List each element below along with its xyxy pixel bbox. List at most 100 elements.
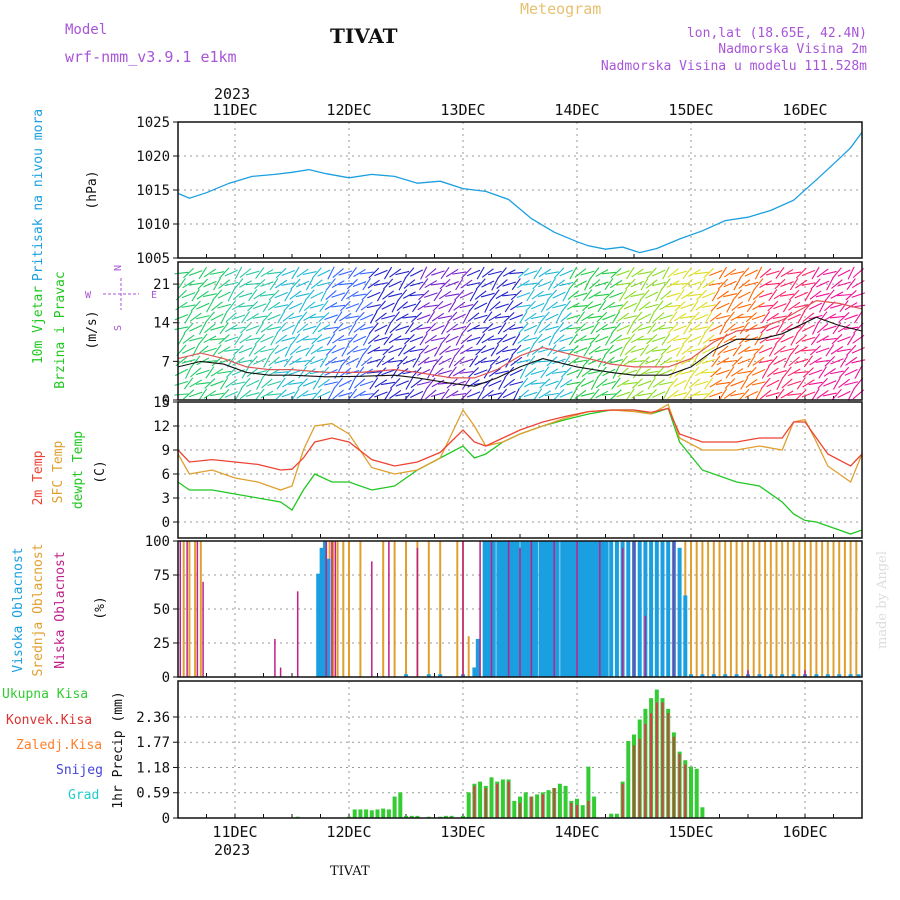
wind-barb bbox=[680, 315, 695, 319]
wind-barb bbox=[388, 347, 402, 354]
wind-barb bbox=[360, 356, 373, 367]
wind-barb bbox=[687, 348, 702, 353]
wind-barb bbox=[345, 357, 359, 365]
wind-barb bbox=[398, 277, 407, 291]
total-precip-bar bbox=[535, 794, 540, 818]
wind-barb bbox=[254, 278, 266, 290]
wind-barb bbox=[434, 343, 442, 357]
wind-barb bbox=[832, 377, 841, 390]
wind-barb bbox=[808, 381, 823, 386]
wind-barb bbox=[733, 277, 742, 291]
wind-barb bbox=[332, 322, 344, 334]
wind-barb bbox=[275, 267, 287, 279]
wind-barb bbox=[497, 267, 507, 279]
high-cloud-bar bbox=[780, 674, 785, 677]
wind-barb bbox=[846, 278, 856, 291]
wind-barb bbox=[381, 314, 395, 320]
wind-barb bbox=[780, 293, 795, 297]
wind-barb bbox=[666, 359, 681, 364]
wind-barb bbox=[704, 377, 714, 390]
wind-barb bbox=[210, 392, 225, 397]
wind-barb bbox=[331, 292, 345, 298]
wind-barb bbox=[218, 334, 230, 345]
mid-cloud-bar bbox=[832, 541, 835, 677]
total-precip-bar bbox=[557, 783, 562, 818]
wind-barb bbox=[245, 392, 260, 397]
pressure-panel: 1005 1010 1015 1020 1025 bbox=[136, 115, 863, 267]
compass-label: N bbox=[113, 265, 124, 271]
wind-barb bbox=[681, 291, 694, 300]
wind-barb bbox=[253, 303, 267, 310]
wind-barb bbox=[739, 267, 750, 279]
wind-barb bbox=[331, 359, 346, 364]
wind-barb bbox=[303, 301, 316, 311]
wind-barb bbox=[495, 291, 509, 299]
wind-barb bbox=[267, 271, 282, 275]
y-tick-label: 1005 bbox=[136, 251, 170, 267]
panel-border bbox=[177, 401, 863, 539]
wind-barb bbox=[702, 346, 716, 354]
wind-barb bbox=[224, 391, 238, 398]
wind-barb bbox=[810, 278, 821, 290]
wind-barb bbox=[610, 389, 622, 400]
total-precip-bar bbox=[352, 809, 357, 818]
wind-barb bbox=[427, 365, 435, 379]
wind-barb bbox=[416, 326, 431, 330]
wind-barb bbox=[424, 334, 437, 344]
wind-barb bbox=[220, 310, 228, 324]
wind-barb bbox=[709, 270, 723, 277]
low-cloud-bar bbox=[673, 541, 675, 677]
wind-barb bbox=[697, 277, 706, 291]
wind-barb bbox=[505, 355, 514, 368]
wind-barb bbox=[188, 391, 203, 398]
wind-barb bbox=[652, 269, 666, 277]
wind-barb bbox=[659, 369, 673, 376]
wind-barb bbox=[710, 367, 722, 378]
wind-barb bbox=[631, 390, 644, 399]
wind-barb bbox=[809, 357, 822, 366]
high-cloud-bar bbox=[604, 541, 609, 677]
wind-barb bbox=[333, 311, 343, 324]
wind-barb bbox=[548, 332, 556, 346]
wind-barb bbox=[694, 326, 709, 331]
wind-barb bbox=[768, 289, 778, 302]
total-precip-bar bbox=[586, 766, 591, 818]
wind-barb bbox=[490, 344, 500, 357]
wind-barb bbox=[219, 377, 229, 390]
wind-barb bbox=[595, 336, 609, 343]
wind-barb bbox=[227, 288, 235, 302]
wind-barb bbox=[462, 377, 471, 390]
wind-barb bbox=[774, 278, 786, 290]
wind-barb bbox=[256, 376, 264, 390]
wind-barb bbox=[803, 300, 814, 312]
wind-barb bbox=[274, 346, 288, 354]
wind-barb bbox=[438, 315, 453, 320]
wind-barb bbox=[632, 366, 642, 379]
wind-barb bbox=[759, 347, 773, 354]
wind-barb bbox=[502, 293, 517, 297]
footer-station: TIVAT bbox=[330, 864, 370, 879]
panel-border bbox=[177, 261, 863, 401]
wind-barb bbox=[240, 322, 251, 334]
wind-barb bbox=[787, 393, 802, 396]
wind-barb bbox=[404, 267, 415, 279]
wind-barb bbox=[232, 302, 245, 311]
wind-barb bbox=[588, 345, 601, 355]
wind-barb bbox=[246, 367, 259, 378]
wind-barb bbox=[361, 289, 372, 301]
wind-barb bbox=[537, 293, 552, 297]
wind-barb bbox=[395, 270, 410, 276]
wind-barb bbox=[787, 368, 801, 377]
wind-barb bbox=[523, 337, 538, 342]
mid-cloud-bar bbox=[439, 541, 442, 677]
wind-barb bbox=[575, 311, 585, 324]
wind-barb bbox=[260, 335, 274, 343]
wind-barb bbox=[574, 389, 587, 400]
mid-cloud-bar bbox=[843, 541, 846, 677]
wind-barb bbox=[723, 347, 737, 354]
wind-barb bbox=[523, 282, 538, 286]
wind-barb bbox=[339, 312, 352, 322]
total-precip-bar bbox=[478, 781, 483, 818]
wind-barb bbox=[431, 391, 445, 398]
wind-barb bbox=[239, 268, 252, 278]
